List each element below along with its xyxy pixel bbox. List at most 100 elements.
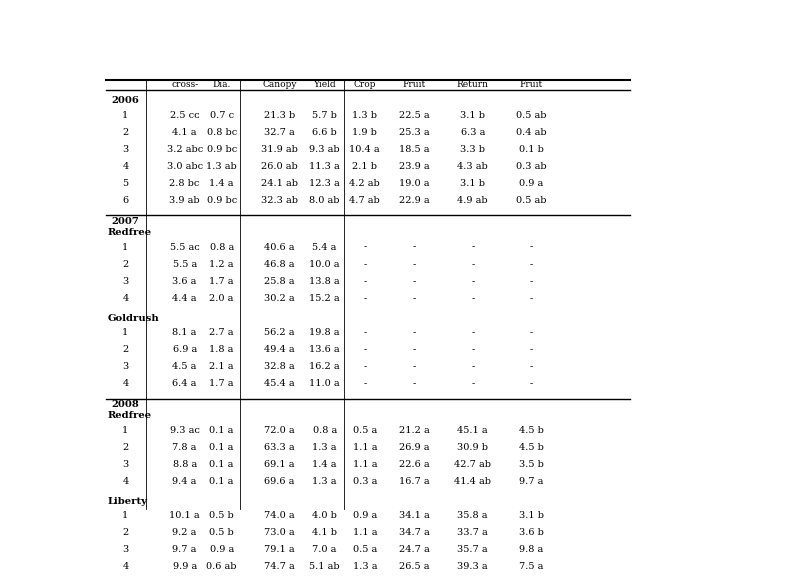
Text: 2007: 2007 bbox=[111, 217, 139, 226]
Text: 11.3 a: 11.3 a bbox=[310, 162, 340, 171]
Text: 4.1 a: 4.1 a bbox=[173, 128, 197, 137]
Text: 3: 3 bbox=[123, 145, 128, 154]
Text: 4: 4 bbox=[123, 162, 128, 171]
Text: 1.8 a: 1.8 a bbox=[209, 345, 234, 354]
Text: 4: 4 bbox=[123, 477, 128, 486]
Text: 0.1 b: 0.1 b bbox=[519, 145, 544, 154]
Text: 19.8 a: 19.8 a bbox=[310, 328, 340, 337]
Text: -: - bbox=[412, 328, 416, 337]
Text: 22.9 a: 22.9 a bbox=[399, 196, 429, 205]
Text: -: - bbox=[529, 294, 533, 303]
Text: 0.8 a: 0.8 a bbox=[209, 242, 234, 252]
Text: 1.3 a: 1.3 a bbox=[353, 563, 377, 571]
Text: 30.9 b: 30.9 b bbox=[457, 443, 488, 452]
Text: -: - bbox=[363, 362, 366, 372]
Text: 2: 2 bbox=[123, 529, 128, 537]
Text: 46.8 a: 46.8 a bbox=[264, 260, 295, 269]
Text: 13.6 a: 13.6 a bbox=[310, 345, 340, 354]
Text: -: - bbox=[363, 260, 366, 269]
Text: -: - bbox=[363, 277, 366, 286]
Text: 25.8 a: 25.8 a bbox=[264, 277, 295, 286]
Text: 4.5 b: 4.5 b bbox=[519, 443, 544, 452]
Text: 24.7 a: 24.7 a bbox=[399, 545, 430, 554]
Text: 4: 4 bbox=[123, 380, 128, 388]
Text: 2.5 cᴄ: 2.5 cᴄ bbox=[170, 111, 200, 120]
Text: 1.9 b: 1.9 b bbox=[353, 128, 377, 137]
Text: 3.1 b: 3.1 b bbox=[460, 111, 486, 120]
Text: -: - bbox=[471, 345, 474, 354]
Text: 24.1 ab: 24.1 ab bbox=[261, 179, 298, 188]
Text: 0.4 ab: 0.4 ab bbox=[516, 128, 547, 137]
Text: -: - bbox=[529, 345, 533, 354]
Text: 2: 2 bbox=[123, 128, 128, 137]
Text: 0.5 b: 0.5 b bbox=[209, 529, 234, 537]
Text: 4.5 b: 4.5 b bbox=[519, 426, 544, 434]
Text: 33.7 a: 33.7 a bbox=[458, 529, 488, 537]
Text: 3.9 ab: 3.9 ab bbox=[170, 196, 200, 205]
Text: -: - bbox=[529, 380, 533, 388]
Text: 6.4 a: 6.4 a bbox=[173, 380, 197, 388]
Text: -: - bbox=[529, 277, 533, 286]
Text: -: - bbox=[412, 345, 416, 354]
Text: 16.2 a: 16.2 a bbox=[310, 362, 340, 372]
Text: 2: 2 bbox=[123, 443, 128, 452]
Text: Canopy: Canopy bbox=[263, 80, 297, 89]
Text: 1.3 ab: 1.3 ab bbox=[206, 162, 237, 171]
Text: 69.1 a: 69.1 a bbox=[264, 460, 295, 469]
Text: 9.3 aᴄ: 9.3 aᴄ bbox=[170, 426, 200, 434]
Text: -: - bbox=[363, 294, 366, 303]
Text: 35.7 a: 35.7 a bbox=[458, 545, 488, 554]
Text: 41.4 ab: 41.4 ab bbox=[455, 477, 491, 486]
Text: 49.4 a: 49.4 a bbox=[264, 345, 295, 354]
Text: 31.9 ab: 31.9 ab bbox=[261, 145, 298, 154]
Text: 69.6 a: 69.6 a bbox=[264, 477, 295, 486]
Text: 3.1 b: 3.1 b bbox=[460, 179, 486, 188]
Text: -: - bbox=[471, 294, 474, 303]
Text: -: - bbox=[412, 294, 416, 303]
Text: 26.9 a: 26.9 a bbox=[399, 443, 429, 452]
Text: 1.3 b: 1.3 b bbox=[353, 111, 377, 120]
Text: 74.0 a: 74.0 a bbox=[264, 511, 295, 520]
Text: 2006: 2006 bbox=[111, 96, 139, 106]
Text: -: - bbox=[471, 260, 474, 269]
Text: Goldrush: Goldrush bbox=[107, 314, 159, 323]
Text: 1.2 a: 1.2 a bbox=[209, 260, 234, 269]
Text: 2008: 2008 bbox=[111, 400, 139, 409]
Text: 32.8 a: 32.8 a bbox=[264, 362, 295, 372]
Text: 13.8 a: 13.8 a bbox=[310, 277, 340, 286]
Text: 0.6 ab: 0.6 ab bbox=[206, 563, 237, 571]
Text: 7.5 a: 7.5 a bbox=[519, 563, 544, 571]
Text: 2.1 b: 2.1 b bbox=[353, 162, 377, 171]
Text: 4.9 ab: 4.9 ab bbox=[458, 196, 488, 205]
Text: 45.1 a: 45.1 a bbox=[458, 426, 488, 434]
Text: cross-: cross- bbox=[171, 80, 198, 89]
Text: 4: 4 bbox=[123, 563, 128, 571]
Text: 22.6 a: 22.6 a bbox=[399, 460, 429, 469]
Text: 10.0 a: 10.0 a bbox=[310, 260, 340, 269]
Text: 34.1 a: 34.1 a bbox=[399, 511, 430, 520]
Text: -: - bbox=[363, 380, 366, 388]
Text: 9.8 a: 9.8 a bbox=[519, 545, 544, 554]
Text: 4: 4 bbox=[123, 294, 128, 303]
Text: 0.5 ab: 0.5 ab bbox=[516, 196, 547, 205]
Text: 5.5 a: 5.5 a bbox=[173, 260, 197, 269]
Text: 6.6 b: 6.6 b bbox=[312, 128, 337, 137]
Text: 5.1 ab: 5.1 ab bbox=[310, 563, 340, 571]
Text: 6: 6 bbox=[123, 196, 128, 205]
Text: 25.3 a: 25.3 a bbox=[399, 128, 429, 137]
Text: 3.5 b: 3.5 b bbox=[519, 460, 544, 469]
Text: 4.1 b: 4.1 b bbox=[312, 529, 338, 537]
Text: 1: 1 bbox=[123, 111, 128, 120]
Text: 3: 3 bbox=[123, 460, 128, 469]
Text: 1.1 a: 1.1 a bbox=[353, 460, 377, 469]
Text: -: - bbox=[412, 362, 416, 372]
Text: -: - bbox=[529, 328, 533, 337]
Text: 5: 5 bbox=[123, 179, 128, 188]
Text: 1.7 a: 1.7 a bbox=[209, 380, 234, 388]
Text: 16.7 a: 16.7 a bbox=[399, 477, 429, 486]
Text: 0.8 bc: 0.8 bc bbox=[206, 128, 236, 137]
Text: 0.9 a: 0.9 a bbox=[209, 545, 234, 554]
Text: 3.0 abc: 3.0 abc bbox=[166, 162, 203, 171]
Text: 72.0 a: 72.0 a bbox=[264, 426, 295, 434]
Text: 0.5 a: 0.5 a bbox=[353, 426, 377, 434]
